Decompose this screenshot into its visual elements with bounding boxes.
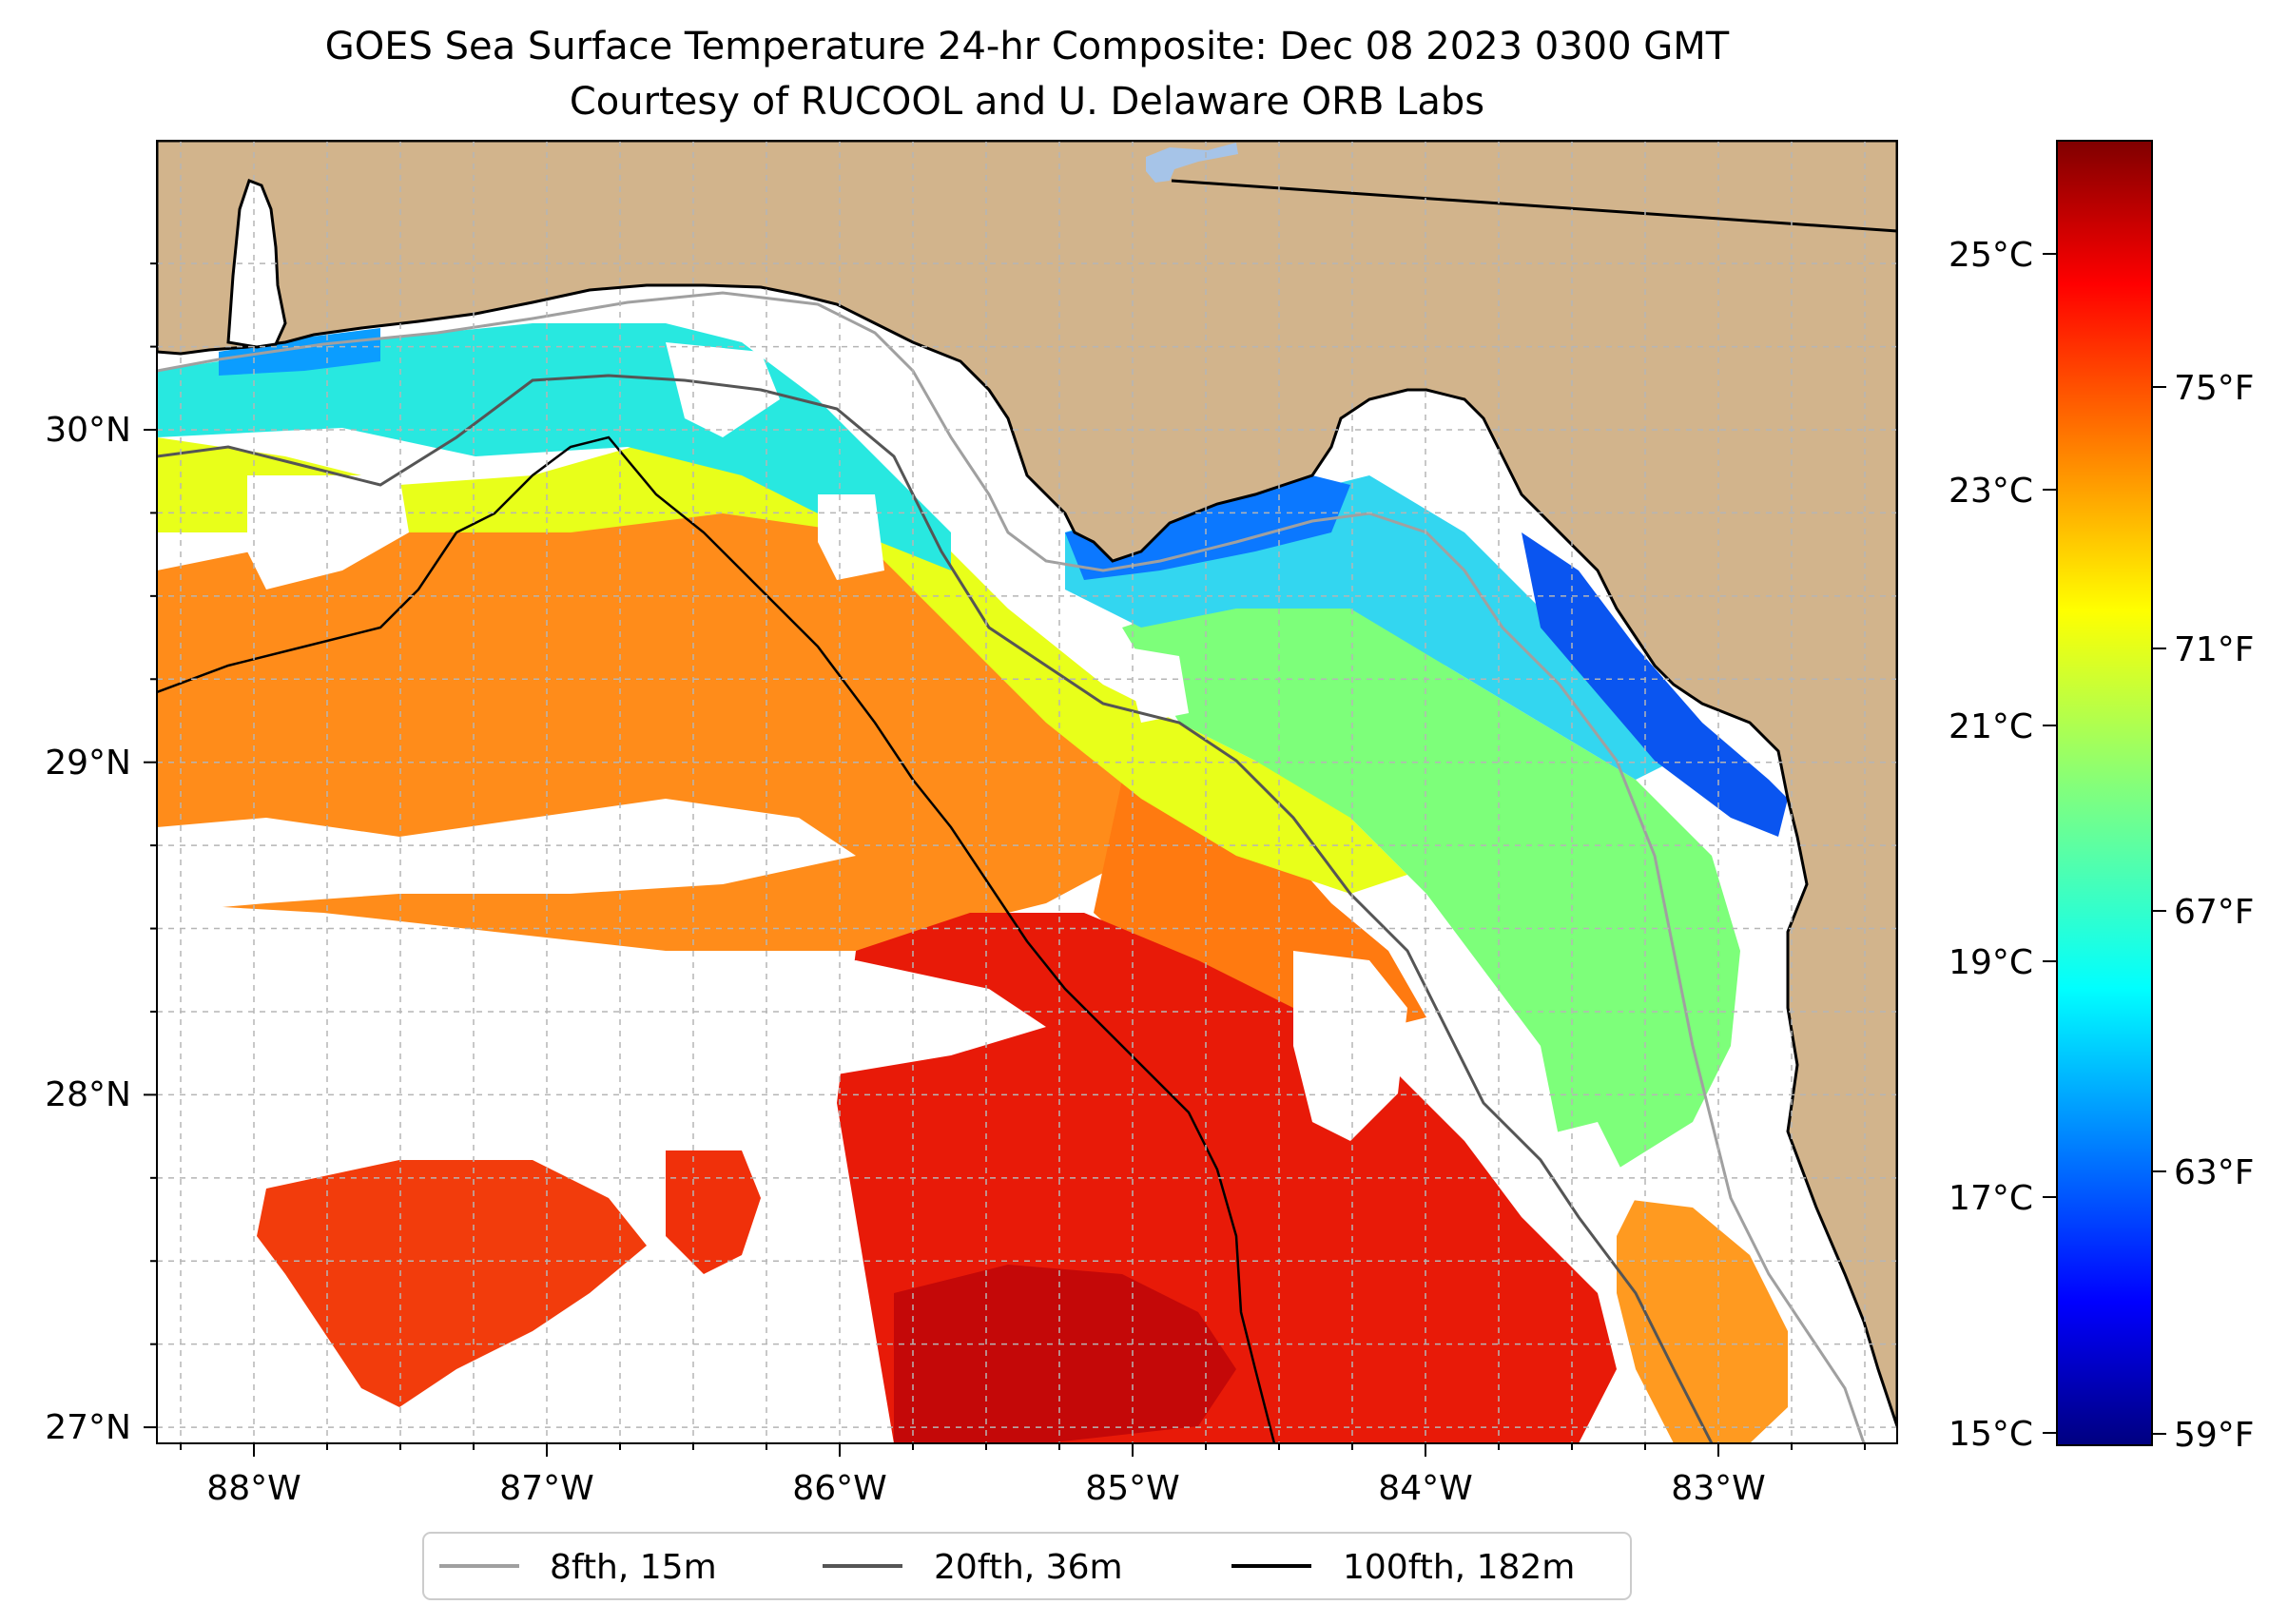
colorbar: 25°C 23°C 21°C 19°C 17°C 15°C 75°F 71°F … <box>1949 140 2255 1455</box>
fahrenheit-label: 63°F <box>2174 1153 2255 1192</box>
map-area <box>157 141 1897 1443</box>
map-frame <box>156 140 1898 1444</box>
sst-orange-se <box>1617 1198 1788 1443</box>
sst-red-mid <box>666 1150 761 1274</box>
state-boundary <box>1171 179 1897 233</box>
legend-label-20fth: 20fth, 36m <box>934 1548 1123 1587</box>
celsius-label: 17°C <box>1949 1179 2033 1218</box>
lon-label: 87°W <box>499 1469 593 1508</box>
lon-label: 83°W <box>1671 1469 1765 1508</box>
gridlines <box>157 141 1897 1443</box>
colorbar-gradient <box>2056 140 2153 1446</box>
colorbar-celsius-labels: 25°C 23°C 21°C 19°C 17°C 15°C <box>1949 236 2033 1454</box>
sst-blue-east <box>1522 532 1788 837</box>
cloud-gap-1 <box>157 799 856 913</box>
cloud-gap-4 <box>157 1217 399 1443</box>
fahrenheit-label: 71°F <box>2174 630 2255 669</box>
sst-field <box>157 323 1788 1443</box>
celsius-label: 25°C <box>1949 236 2033 275</box>
fahrenheit-label: 75°F <box>2174 369 2255 408</box>
colorbar-fahrenheit-labels: 75°F 71°F 67°F 63°F 59°F <box>2174 369 2255 1455</box>
map-subtitle: Courtesy of RUCOOL and U. Delaware ORB L… <box>570 80 1484 124</box>
lon-label: 86°W <box>792 1469 886 1508</box>
land <box>157 141 1897 1427</box>
lake <box>1146 143 1238 183</box>
lat-ticks <box>144 262 157 1429</box>
lat-label: 27°N <box>45 1408 131 1447</box>
colorbar-celsius-ticks <box>2043 253 2057 1434</box>
colorbar-fahrenheit-ticks <box>2152 386 2166 1435</box>
celsius-label: 23°C <box>1949 472 2033 511</box>
isobath-20fth <box>157 374 1714 1443</box>
lon-label: 85°W <box>1085 1469 1179 1508</box>
cloud-gap-8 <box>666 342 780 437</box>
sst-blue-nw <box>219 328 380 376</box>
sst-red-southwest <box>257 1160 647 1407</box>
cloud-gap-3 <box>1293 951 1407 1141</box>
celsius-label: 15°C <box>1949 1415 2033 1454</box>
lon-ticks <box>180 1443 1866 1457</box>
fahrenheit-label: 59°F <box>2174 1416 2255 1455</box>
cloud-gap-5 <box>628 1293 875 1443</box>
legend-label-8fth: 8fth, 15m <box>550 1548 717 1587</box>
mobile-bay <box>226 179 287 349</box>
sst-green <box>1122 590 1740 1170</box>
sst-yellow <box>157 418 1407 894</box>
lat-label: 29°N <box>45 744 131 783</box>
cloud-gap-7 <box>247 475 409 590</box>
isobath-8fth <box>157 291 1866 1443</box>
fahrenheit-label: 67°F <box>2174 893 2255 932</box>
map-title: GOES Sea Surface Temperature 24-hr Compo… <box>325 25 1730 68</box>
sst-darkred-core <box>894 1265 1236 1443</box>
cloud-gap-9 <box>818 494 884 580</box>
legend-label-100fth: 100fth, 182m <box>1343 1548 1575 1587</box>
cloud-gap-10 <box>1122 647 1189 723</box>
lat-label: 30°N <box>45 411 131 450</box>
isobath-100fth <box>157 435 1276 1443</box>
lon-axis: 88°W 87°W 86°W 85°W 84°W 83°W <box>206 1469 1765 1508</box>
cloud-gap-6 <box>1522 1122 1636 1236</box>
lat-label: 28°N <box>45 1075 131 1114</box>
celsius-label: 19°C <box>1949 943 2033 982</box>
lon-label: 88°W <box>206 1469 301 1508</box>
lat-axis: 30°N 29°N 28°N 27°N <box>45 411 131 1447</box>
legend-box <box>422 1532 1632 1600</box>
legend: 8fth, 15m 20fth, 36m 100fth, 182m <box>422 1532 1632 1600</box>
lon-label: 84°W <box>1378 1469 1472 1508</box>
isobaths <box>157 291 1866 1443</box>
land-north <box>157 141 1897 1427</box>
cloud-gap-2 <box>157 960 1046 1217</box>
celsius-label: 21°C <box>1949 707 2033 746</box>
